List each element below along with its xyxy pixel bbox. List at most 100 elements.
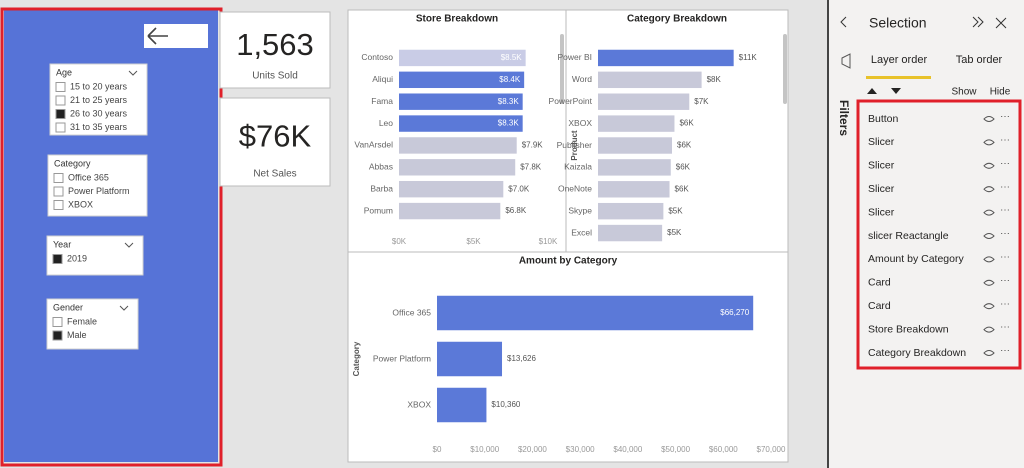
slicer-item[interactable]: 15 to 20 years — [70, 81, 128, 91]
layer-item[interactable]: Slicer — [868, 160, 895, 172]
slicer-item[interactable]: Power Platform — [68, 186, 130, 196]
checkbox[interactable] — [53, 186, 64, 197]
bar[interactable] — [399, 202, 501, 220]
bar[interactable] — [399, 115, 523, 132]
layer-item[interactable]: Slicer — [868, 136, 895, 148]
chart-panel — [347, 251, 789, 463]
visibility-icon[interactable] — [983, 303, 995, 310]
slicer-item[interactable]: 26 to 30 years — [70, 108, 128, 118]
visibility-icon[interactable] — [983, 139, 995, 146]
more-options[interactable]: ⋯ — [1000, 135, 1010, 146]
bar[interactable] — [598, 49, 734, 67]
bar[interactable] — [598, 181, 670, 198]
tab[interactable]: Tab order — [956, 54, 1003, 66]
bar[interactable] — [399, 93, 523, 110]
slicer-title: Year — [53, 239, 71, 249]
slicer-item[interactable]: 31 to 35 years — [70, 122, 128, 132]
checkbox[interactable] — [52, 330, 63, 341]
category-label: Contoso — [361, 52, 393, 62]
slicer-item[interactable]: 2019 — [67, 253, 87, 263]
layer-item[interactable]: Card — [868, 300, 891, 312]
checkbox[interactable] — [55, 82, 66, 92]
layer-item[interactable]: Store Breakdown — [868, 323, 949, 335]
bar[interactable] — [598, 137, 672, 154]
scrollbar[interactable] — [560, 34, 564, 104]
more-options[interactable]: ⋯ — [1000, 346, 1010, 357]
slicer-item[interactable]: Female — [67, 316, 97, 326]
show-all[interactable]: Show — [951, 87, 977, 98]
visibility-icon[interactable] — [983, 350, 995, 356]
category-label: XBOX — [568, 118, 592, 128]
filters-label[interactable]: Filters — [837, 100, 851, 136]
bar[interactable] — [399, 49, 526, 67]
category-label: Power BI — [558, 52, 593, 62]
slicer-dropdown[interactable] — [124, 242, 134, 248]
bar[interactable] — [598, 115, 675, 132]
visibility-icon[interactable] — [983, 186, 995, 193]
visibility-icon[interactable] — [983, 116, 995, 122]
slicer-item[interactable]: XBOX — [68, 199, 93, 209]
checkbox[interactable] — [53, 200, 64, 210]
visibility-icon[interactable] — [983, 209, 995, 216]
checkbox[interactable] — [53, 173, 64, 183]
layer-item[interactable]: Card — [868, 277, 891, 289]
slicer-item[interactable]: Office 365 — [68, 172, 109, 182]
bar[interactable] — [598, 224, 663, 242]
layer-item[interactable]: Slicer — [868, 183, 895, 195]
more-options[interactable]: ⋯ — [1000, 252, 1010, 263]
visibility-icon[interactable] — [983, 326, 995, 333]
bar[interactable] — [399, 71, 525, 89]
visibility-icon[interactable] — [983, 233, 995, 239]
checkbox[interactable] — [55, 109, 66, 119]
checkbox[interactable] — [55, 122, 66, 133]
bar[interactable] — [399, 180, 504, 198]
visibility-icon[interactable] — [983, 279, 995, 286]
tab[interactable]: Layer order — [871, 54, 928, 66]
bar[interactable] — [399, 137, 517, 154]
more-options[interactable]: ⋯ — [1000, 112, 1010, 123]
data-label: $13,626 — [507, 354, 536, 363]
checkbox[interactable] — [52, 254, 63, 264]
more-options[interactable]: ⋯ — [1000, 299, 1010, 310]
card-label: Net Sales — [253, 169, 296, 180]
layer-item[interactable]: Button — [868, 113, 899, 125]
more-options[interactable]: ⋯ — [1000, 275, 1010, 286]
bar[interactable] — [598, 93, 690, 110]
scrollbar[interactable] — [783, 34, 787, 104]
expand-icon[interactable] — [972, 16, 984, 28]
layer-item[interactable]: slicer Reactangle — [868, 230, 949, 242]
more-options[interactable]: ⋯ — [1000, 229, 1010, 240]
bar[interactable] — [437, 295, 754, 331]
close-icon[interactable] — [995, 17, 1007, 29]
move-up[interactable] — [867, 88, 877, 94]
move-down[interactable] — [891, 88, 901, 94]
visibility-icon[interactable] — [983, 162, 995, 169]
more-options[interactable]: ⋯ — [1000, 158, 1010, 169]
slicer-dropdown[interactable] — [119, 305, 129, 311]
card-label: Units Sold — [252, 71, 298, 82]
collapse-filters[interactable] — [840, 16, 847, 28]
bar[interactable] — [437, 387, 487, 423]
slicer-item[interactable]: 21 to 25 years — [70, 95, 128, 105]
category-label: Leo — [379, 118, 393, 128]
layer-item[interactable]: Amount by Category — [868, 253, 964, 265]
more-options[interactable]: ⋯ — [1000, 182, 1010, 193]
bar[interactable] — [437, 341, 503, 377]
chart-title: Amount by Category — [519, 256, 618, 267]
more-options[interactable]: ⋯ — [1000, 322, 1010, 333]
layer-item[interactable]: Category Breakdown — [868, 347, 966, 359]
bar[interactable] — [399, 159, 516, 176]
checkbox[interactable] — [55, 95, 66, 106]
bar[interactable] — [598, 159, 671, 176]
layer-item[interactable]: Slicer — [868, 206, 895, 218]
more-options[interactable]: ⋯ — [1000, 205, 1010, 216]
visibility-icon[interactable] — [983, 256, 995, 263]
hide-all[interactable]: Hide — [990, 87, 1011, 98]
slicer-dropdown[interactable] — [128, 70, 138, 76]
axis-title: Product — [570, 130, 579, 161]
checkbox[interactable] — [52, 317, 63, 327]
slicer-item[interactable]: Male — [67, 330, 87, 340]
bar[interactable] — [598, 202, 664, 220]
bar[interactable] — [598, 71, 702, 89]
